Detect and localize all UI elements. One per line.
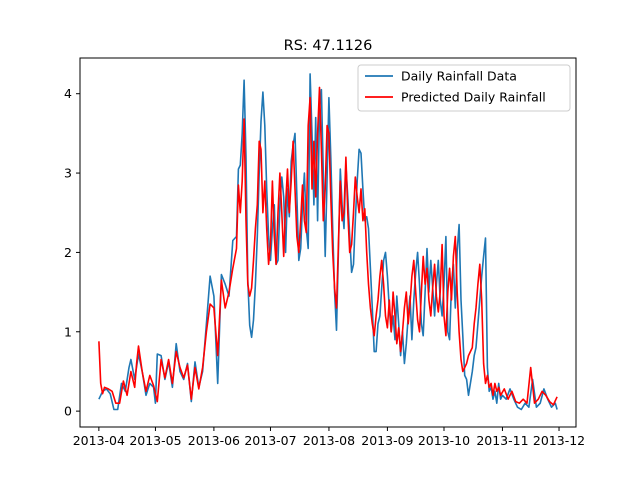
series-layer xyxy=(98,73,558,411)
x-tick-label: 2013-06 xyxy=(188,433,240,448)
legend: Daily Rainfall Data Predicted Daily Rainf… xyxy=(357,64,571,112)
y-tick-label: 3 xyxy=(64,166,72,181)
x-tick-label: 2013-11 xyxy=(476,433,528,448)
x-tick-label: 2013-12 xyxy=(533,433,585,448)
x-tick-label: 2013-09 xyxy=(361,433,413,448)
plot-area: 2013-04 2013-05 2013-06 2013-07 2013-08 2013-… xyxy=(64,57,585,448)
x-tick-label: 2013-05 xyxy=(129,433,181,448)
y-tick-label: 1 xyxy=(64,324,72,339)
legend-label-2: Predicted Daily Rainfall xyxy=(401,90,546,105)
y-tick-label: 2 xyxy=(64,245,72,260)
x-tick-label: 2013-10 xyxy=(418,433,470,448)
y-tick-label: 4 xyxy=(64,86,72,101)
series-line-2 xyxy=(98,86,558,406)
legend-box xyxy=(357,64,571,112)
axes-frame xyxy=(79,57,577,428)
x-axis: 2013-04 2013-05 2013-06 2013-07 2013-08 2013-… xyxy=(73,427,585,448)
legend-label-1: Daily Rainfall Data xyxy=(401,69,517,84)
x-tick-label: 2013-04 xyxy=(73,433,125,448)
y-tick-label: 0 xyxy=(64,404,72,419)
x-tick-label: 2013-07 xyxy=(244,433,296,448)
y-axis: 0 1 2 3 4 xyxy=(64,86,80,419)
chart-title: RS: 47.1126 xyxy=(284,38,373,54)
x-tick-label: 2013-08 xyxy=(303,433,355,448)
